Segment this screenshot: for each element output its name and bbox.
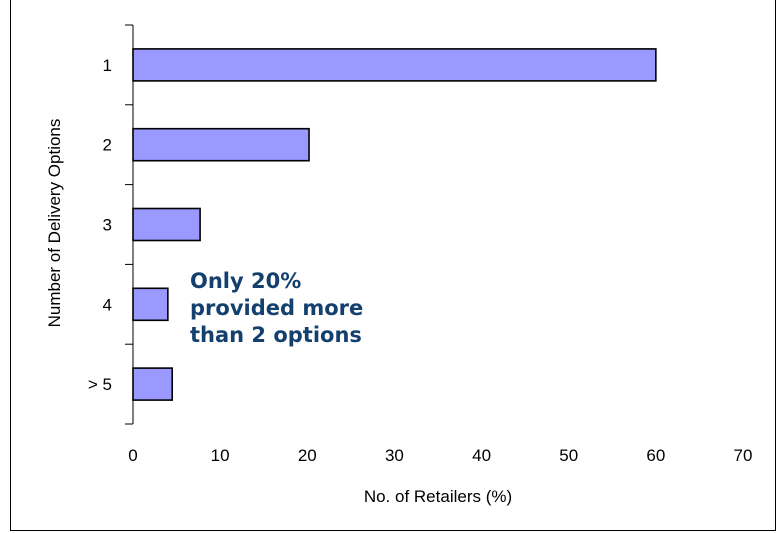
bar-2 bbox=[132, 127, 310, 162]
tick-labels-group: 1 2 3 4 > 5 0 10 20 30 40 50 60 70 bbox=[88, 56, 753, 465]
bar-1 bbox=[132, 48, 657, 82]
x-tick-label: 60 bbox=[646, 446, 665, 465]
x-tick-label: 20 bbox=[298, 446, 317, 465]
x-tick-label: 40 bbox=[472, 446, 491, 465]
bar-5 bbox=[132, 367, 174, 401]
annotation-text: Only 20% provided more than 2 options bbox=[190, 269, 364, 347]
x-tick-label: 0 bbox=[128, 446, 137, 465]
axes-group bbox=[125, 24, 134, 425]
y-axis-title: Number of Delivery Options bbox=[45, 119, 64, 328]
x-tick-label: 70 bbox=[734, 446, 753, 465]
x-axis-title: No. of Retailers (%) bbox=[364, 487, 512, 506]
y-tick-label: 1 bbox=[103, 56, 112, 75]
y-tick-label: 4 bbox=[103, 295, 112, 314]
chart-frame bbox=[10, 0, 776, 531]
y-tick-label: 3 bbox=[103, 216, 112, 235]
x-tick-label: 50 bbox=[559, 446, 578, 465]
x-tick-label: 10 bbox=[211, 446, 230, 465]
x-tick-label: 30 bbox=[385, 446, 404, 465]
bars-group bbox=[132, 48, 657, 401]
bar-3 bbox=[132, 207, 201, 242]
bar-4 bbox=[132, 287, 169, 322]
y-tick-label: > 5 bbox=[88, 375, 112, 394]
y-tick-label: 2 bbox=[103, 136, 112, 155]
